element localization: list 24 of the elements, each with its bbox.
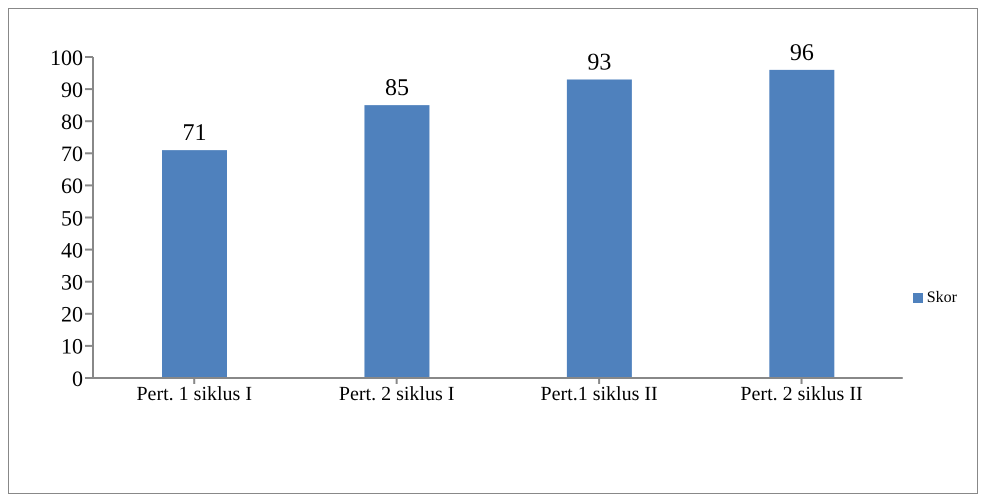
x-tick-label: Pert. 1 siklus I	[136, 383, 252, 406]
x-tick-label: Pert. 2 siklus I	[338, 383, 454, 406]
legend-label: Skor	[926, 289, 957, 306]
data-label: 71	[182, 120, 206, 146]
bar	[364, 105, 430, 378]
bar	[566, 79, 632, 378]
y-tick-label: 60	[61, 173, 83, 198]
data-label: 85	[384, 75, 409, 102]
x-tick-label: Pert.1 siklus II	[540, 383, 658, 406]
y-tick-label: 20	[61, 302, 83, 327]
y-tick-label: 90	[61, 76, 83, 102]
y-tick-label: 70	[61, 141, 83, 166]
data-label: 93	[587, 49, 612, 76]
x-tick-label: Pert. 2 siklus II	[740, 383, 863, 406]
y-tick-label: 80	[61, 109, 83, 134]
y-tick-label: 10	[61, 334, 83, 359]
y-tick-label: 100	[50, 44, 83, 70]
y-tick-label: 30	[61, 270, 83, 295]
y-tick-label: 0	[72, 366, 83, 391]
bar	[162, 150, 227, 378]
y-tick-label: 50	[61, 205, 83, 230]
bar	[769, 70, 834, 378]
y-tick-label: 40	[61, 237, 83, 262]
data-label: 96	[790, 40, 814, 66]
